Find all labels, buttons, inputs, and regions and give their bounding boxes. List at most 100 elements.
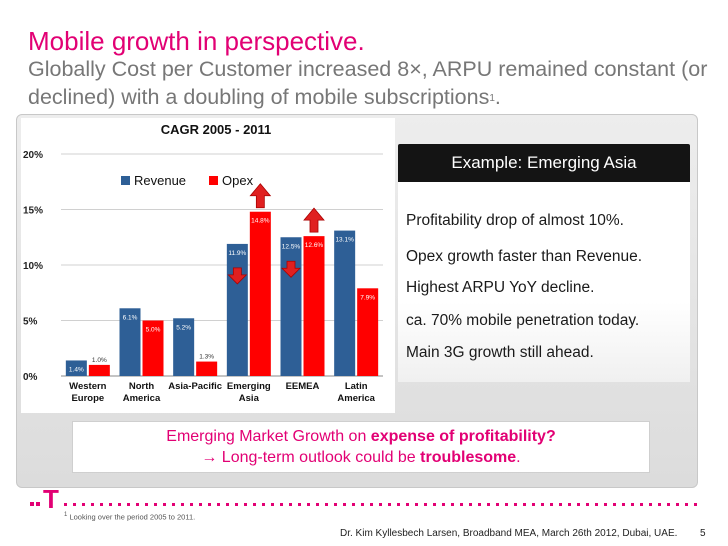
footer-dot xyxy=(118,503,121,506)
revenue-bar xyxy=(65,360,87,376)
footer-dot xyxy=(361,503,364,506)
footer-dot xyxy=(136,503,139,506)
footer-dot xyxy=(334,503,337,506)
footer-dot xyxy=(208,503,211,506)
footer-dot xyxy=(145,503,148,506)
footnote-mark: 1 xyxy=(64,512,68,518)
callout-line-1: Emerging Market Growth on expense of pro… xyxy=(73,428,649,446)
opex-bar xyxy=(249,211,271,376)
footnote-text: Looking over the period 2005 to 2011. xyxy=(69,512,196,522)
opex-bar xyxy=(88,364,110,376)
footer-dot xyxy=(280,503,283,506)
data-label: 12.5% xyxy=(282,243,301,250)
footer-dot xyxy=(181,503,184,506)
footer-dot xyxy=(244,503,247,506)
footer-dot xyxy=(343,503,346,506)
footer-dot xyxy=(154,503,157,506)
footer-dot xyxy=(370,503,373,506)
footer-dot xyxy=(235,503,238,506)
callout-text: . xyxy=(516,449,521,466)
example-point: Profitability drop of almost 10%. xyxy=(406,212,624,229)
legend-label: Opex xyxy=(222,173,254,188)
footer-dot xyxy=(532,503,535,506)
data-label: 11.9% xyxy=(228,250,246,257)
data-label: 5.2% xyxy=(176,324,191,331)
data-label: 5.0% xyxy=(146,327,161,334)
data-label: 6.1% xyxy=(123,314,138,321)
revenue-bar xyxy=(173,318,195,376)
slide-subtitle: Globally Cost per Customer increased 8×,… xyxy=(28,55,718,111)
footer-dot xyxy=(505,503,508,506)
revenue-bar xyxy=(334,230,356,376)
y-tick-label: 0% xyxy=(23,372,38,383)
subtitle-end: . xyxy=(494,85,501,109)
x-tick-label: America xyxy=(337,393,375,404)
footer-dot xyxy=(550,503,553,506)
example-header: Example: Emerging Asia xyxy=(398,144,690,182)
callout-line-2: → Long-term outlook could be troublesome… xyxy=(73,449,649,467)
footer-credit: Dr. Kim Kyllesbech Larsen, Broadband MEA… xyxy=(340,528,678,539)
footer-dot xyxy=(442,503,445,506)
data-label: 1.3% xyxy=(199,354,214,361)
footer-dot xyxy=(226,503,229,506)
example-point: Main 3G growth still ahead. xyxy=(406,344,594,361)
footer-dot xyxy=(514,503,517,506)
legend-label: Revenue xyxy=(134,173,186,188)
conclusion-callout: Emerging Market Growth on expense of pro… xyxy=(72,421,650,473)
footnote: 1 Looking over the period 2005 to 2011. xyxy=(64,512,195,522)
footer-dot xyxy=(676,503,679,506)
y-tick-label: 10% xyxy=(23,261,43,272)
footer-dot xyxy=(559,503,562,506)
footer-dot xyxy=(469,503,472,506)
footer-dot xyxy=(595,503,598,506)
x-tick-label: Emerging xyxy=(227,381,271,392)
x-tick-label: Asia-Pacific xyxy=(168,381,222,392)
example-points: Profitability drop of almost 10%. Opex g… xyxy=(398,182,690,382)
revenue-bar xyxy=(226,243,248,376)
footer-dot xyxy=(271,503,274,506)
arrow-down-icon xyxy=(281,260,301,278)
footer-dot xyxy=(685,503,688,506)
footer-dot xyxy=(586,503,589,506)
legend-swatch xyxy=(121,176,130,185)
x-tick-label: Europe xyxy=(71,393,104,404)
footer-dot xyxy=(415,503,418,506)
y-tick-label: 20% xyxy=(23,150,43,161)
example-point: ca. 70% mobile penetration today. xyxy=(406,312,640,329)
footer-dot xyxy=(631,503,634,506)
legend-swatch xyxy=(209,176,218,185)
footer-dot xyxy=(163,503,166,506)
opex-bar xyxy=(142,320,164,376)
example-point: Highest ARPU YoY decline. xyxy=(406,279,595,296)
footer-dot xyxy=(541,503,544,506)
example-point: Opex growth faster than Revenue. xyxy=(406,248,643,265)
arrow-down-icon xyxy=(227,267,248,285)
callout-emphasis: troublesome xyxy=(420,449,517,466)
data-label: 13.1% xyxy=(335,237,354,244)
revenue-bar xyxy=(119,308,141,376)
footer-dot xyxy=(325,503,328,506)
footer-dot xyxy=(397,503,400,506)
chart-title: CAGR 2005 - 2011 xyxy=(161,122,272,137)
footer-dot xyxy=(298,503,301,506)
x-tick-label: America xyxy=(123,393,161,404)
footer-dot xyxy=(82,503,85,506)
footer-dot xyxy=(433,503,436,506)
footer-dot xyxy=(73,503,76,506)
footer-dot xyxy=(190,503,193,506)
footer-dot xyxy=(658,503,661,506)
footer-dot xyxy=(307,503,310,506)
x-tick-label: Asia xyxy=(239,393,260,404)
page-number: 5 xyxy=(700,528,706,539)
footer-dot xyxy=(352,503,355,506)
callout-text: → Long-term outlook could be xyxy=(201,449,421,466)
footer-dot xyxy=(523,503,526,506)
data-label: 14.8% xyxy=(251,218,270,225)
footer-dot xyxy=(568,503,571,506)
subtitle-text: Globally Cost per Customer increased 8×,… xyxy=(28,57,708,109)
logo-letter: T xyxy=(43,484,59,514)
data-label: 1.0% xyxy=(92,357,107,364)
x-tick-label: Western xyxy=(69,381,107,392)
data-label: 1.4% xyxy=(69,366,84,373)
footer-dot xyxy=(622,503,625,506)
